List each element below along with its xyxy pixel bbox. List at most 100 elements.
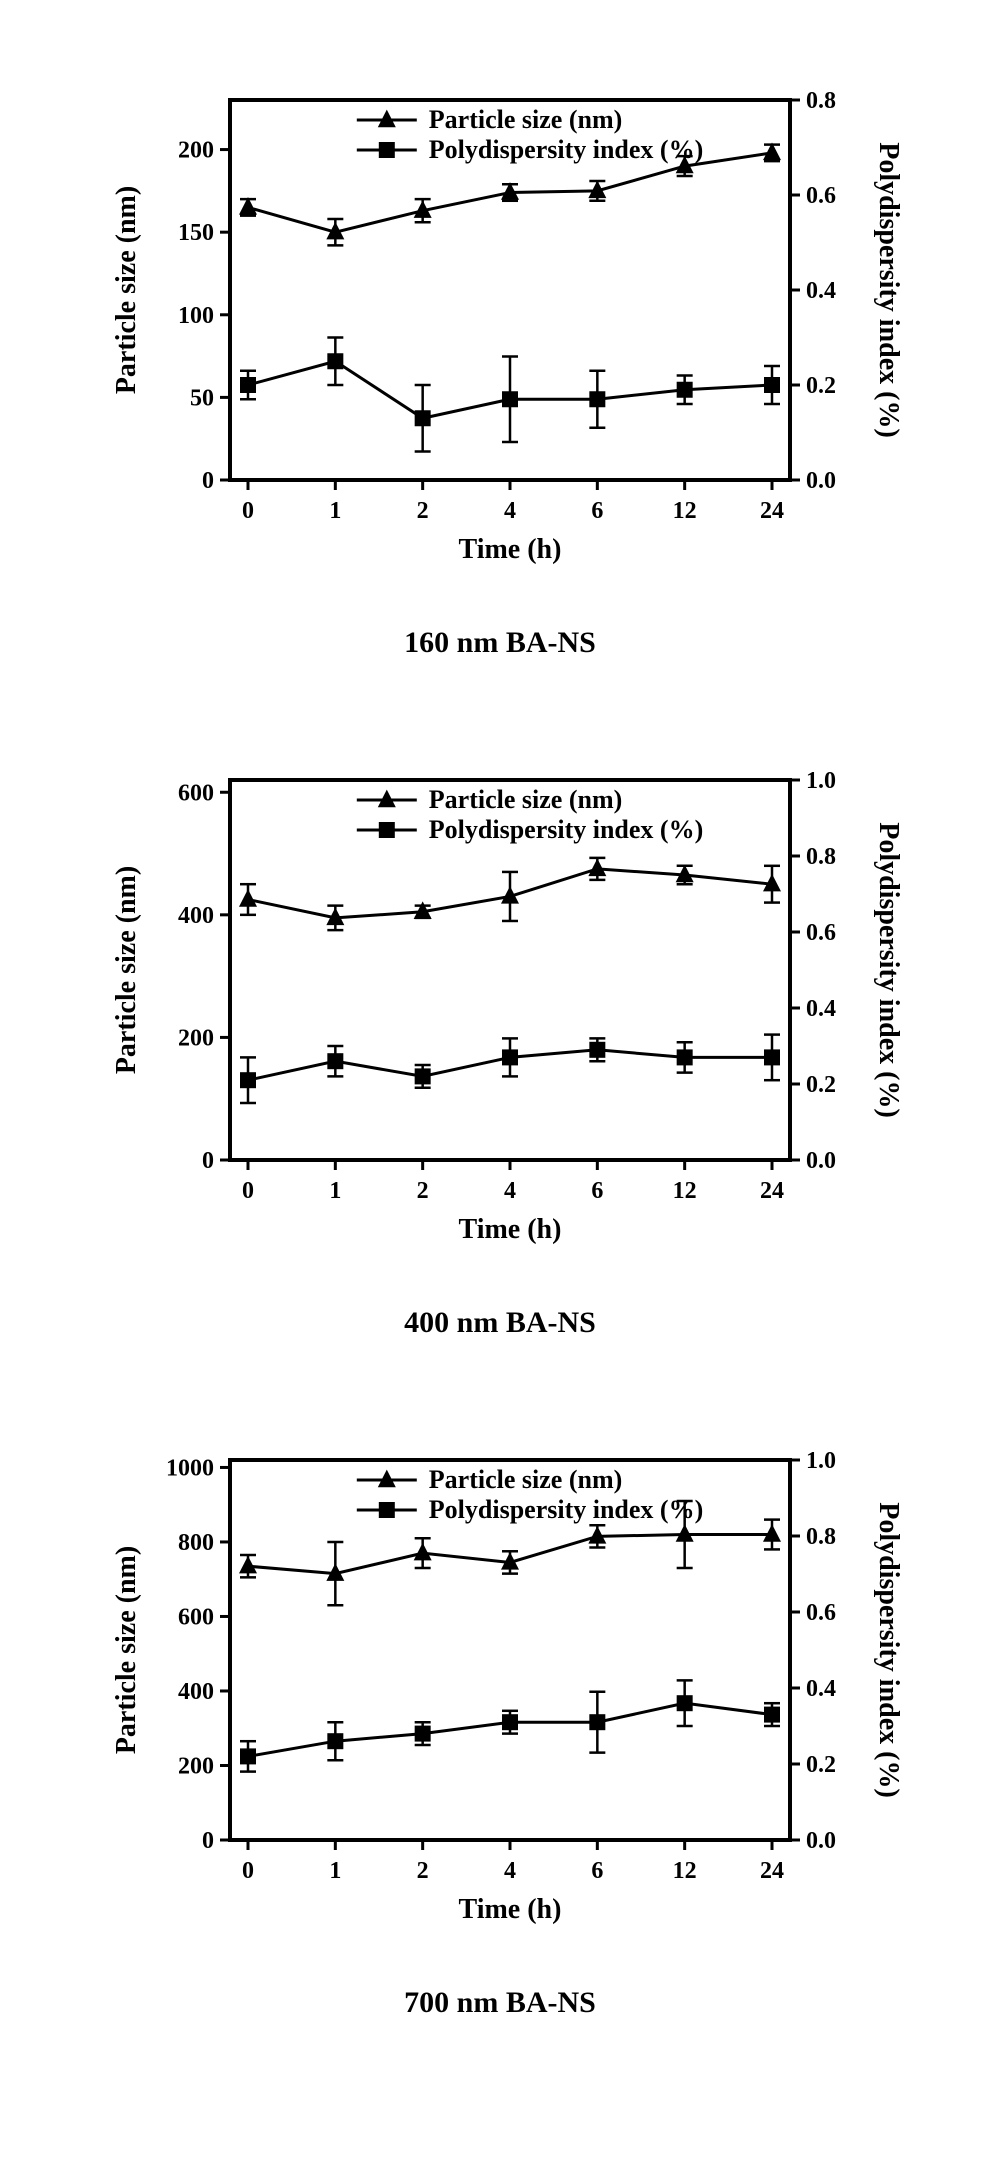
x-tick-label: 2 <box>417 1178 429 1204</box>
y2-tick-label: 0.8 <box>806 88 836 114</box>
y1-tick-label: 100 <box>178 303 214 329</box>
y1-axis-label: Particle size (nm) <box>111 186 142 394</box>
data-point-square-icon <box>327 353 343 369</box>
data-point-square-icon <box>415 1726 431 1742</box>
panel-subtitle: 700 nm BA-NS <box>90 1986 910 2020</box>
triangle-icon <box>378 1470 396 1488</box>
chart-svg: 012461224Time (h)050100150200Particle si… <box>90 40 910 600</box>
data-point-triangle-icon <box>239 1556 257 1574</box>
data-point-square-icon <box>240 1072 256 1088</box>
x-tick-label: 0 <box>242 1858 254 1884</box>
chart-panel: 012461224Time (h)050100150200Particle si… <box>90 40 910 600</box>
x-tick-label: 1 <box>329 498 341 524</box>
data-point-square-icon <box>677 1049 693 1065</box>
legend-label: Particle size (nm) <box>429 1465 622 1494</box>
chart-svg: 012461224Time (h)02004006008001000Partic… <box>90 1400 910 1960</box>
x-tick-label: 1 <box>329 1858 341 1884</box>
y2-axis-label: Polydispersity index (%) <box>873 1502 904 1798</box>
y2-tick-label: 0.4 <box>806 1676 836 1702</box>
figure-stack: 012461224Time (h)050100150200Particle si… <box>0 0 1000 2020</box>
data-point-square-icon <box>764 1049 780 1065</box>
data-point-square-icon <box>327 1053 343 1069</box>
y1-tick-label: 400 <box>178 903 214 929</box>
data-point-square-icon <box>589 1714 605 1730</box>
chart-svg: 012461224Time (h)0200400600Particle size… <box>90 720 910 1280</box>
data-point-square-icon <box>415 1068 431 1084</box>
y1-tick-label: 400 <box>178 1679 214 1705</box>
y2-tick-label: 0.6 <box>806 920 836 946</box>
y1-tick-label: 150 <box>178 220 214 246</box>
x-tick-label: 2 <box>417 1858 429 1884</box>
x-tick-label: 4 <box>504 1858 516 1884</box>
y2-tick-label: 0.8 <box>806 844 836 870</box>
y1-tick-label: 600 <box>178 780 214 806</box>
data-point-square-icon <box>240 377 256 393</box>
triangle-icon <box>378 790 396 808</box>
x-axis-label: Time (h) <box>459 1894 562 1925</box>
y1-tick-label: 600 <box>178 1604 214 1630</box>
x-tick-label: 6 <box>591 498 603 524</box>
chart-panel: 012461224Time (h)0200400600Particle size… <box>90 720 910 1280</box>
data-point-square-icon <box>327 1733 343 1749</box>
y1-tick-label: 800 <box>178 1530 214 1556</box>
y1-tick-label: 0 <box>202 468 214 494</box>
data-point-square-icon <box>415 410 431 426</box>
data-point-square-icon <box>589 1042 605 1058</box>
y1-axis-label: Particle size (nm) <box>111 866 142 1074</box>
x-tick-label: 24 <box>760 498 784 524</box>
y2-tick-label: 0.4 <box>806 278 836 304</box>
y1-axis-label: Particle size (nm) <box>111 1546 142 1754</box>
legend-label: Particle size (nm) <box>429 105 622 134</box>
data-point-triangle-icon <box>414 1543 432 1561</box>
data-point-square-icon <box>677 1695 693 1711</box>
x-tick-label: 4 <box>504 498 516 524</box>
y2-axis-label: Polydispersity index (%) <box>873 142 904 438</box>
y1-tick-label: 0 <box>202 1828 214 1854</box>
y1-tick-label: 0 <box>202 1148 214 1174</box>
triangle-icon <box>378 110 396 128</box>
y1-tick-label: 50 <box>190 385 214 411</box>
y1-tick-label: 200 <box>178 138 214 164</box>
data-point-square-icon <box>764 1707 780 1723</box>
x-tick-label: 1 <box>329 1178 341 1204</box>
legend-label: Particle size (nm) <box>429 785 622 814</box>
y2-tick-label: 0.6 <box>806 1600 836 1626</box>
chart-panel: 012461224Time (h)02004006008001000Partic… <box>90 1400 910 1960</box>
x-tick-label: 2 <box>417 498 429 524</box>
y2-tick-label: 0.4 <box>806 996 836 1022</box>
x-axis-label: Time (h) <box>459 534 562 565</box>
data-point-square-icon <box>677 382 693 398</box>
data-point-square-icon <box>502 1049 518 1065</box>
panel-subtitle: 400 nm BA-NS <box>90 1306 910 1340</box>
data-point-triangle-icon <box>676 1524 694 1542</box>
y2-tick-label: 0.0 <box>806 1828 836 1854</box>
x-tick-label: 12 <box>673 1178 697 1204</box>
legend-label: Polydispersity index (%) <box>429 135 703 164</box>
y1-tick-label: 200 <box>178 1025 214 1051</box>
data-point-square-icon <box>764 377 780 393</box>
data-point-square-icon <box>502 1714 518 1730</box>
x-tick-label: 6 <box>591 1178 603 1204</box>
legend-label: Polydispersity index (%) <box>429 815 703 844</box>
data-point-square-icon <box>502 391 518 407</box>
y2-tick-label: 0.0 <box>806 1148 836 1174</box>
x-tick-label: 6 <box>591 1858 603 1884</box>
y2-tick-label: 1.0 <box>806 768 836 794</box>
y2-tick-label: 0.6 <box>806 183 836 209</box>
square-icon <box>379 1502 395 1518</box>
x-axis-label: Time (h) <box>459 1214 562 1245</box>
x-tick-label: 0 <box>242 1178 254 1204</box>
y2-tick-label: 0.2 <box>806 1752 836 1778</box>
x-tick-label: 12 <box>673 498 697 524</box>
square-icon <box>379 142 395 158</box>
y2-axis-label: Polydispersity index (%) <box>873 822 904 1118</box>
y2-tick-label: 1.0 <box>806 1448 836 1474</box>
legend-label: Polydispersity index (%) <box>429 1495 703 1524</box>
data-point-square-icon <box>240 1748 256 1764</box>
panel-subtitle: 160 nm BA-NS <box>90 626 910 660</box>
x-tick-label: 24 <box>760 1178 784 1204</box>
y2-tick-label: 0.2 <box>806 1072 836 1098</box>
y2-tick-label: 0.2 <box>806 373 836 399</box>
data-point-triangle-icon <box>588 859 606 877</box>
data-point-triangle-icon <box>763 1524 781 1542</box>
